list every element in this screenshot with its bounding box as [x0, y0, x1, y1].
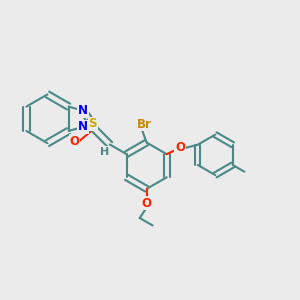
Text: O: O [175, 141, 185, 154]
Text: O: O [69, 135, 80, 148]
Text: Br: Br [137, 118, 152, 131]
Text: S: S [88, 117, 97, 130]
Text: N: N [78, 120, 88, 134]
Text: H: H [100, 147, 109, 157]
Text: N: N [78, 104, 88, 117]
Text: O: O [142, 197, 152, 210]
